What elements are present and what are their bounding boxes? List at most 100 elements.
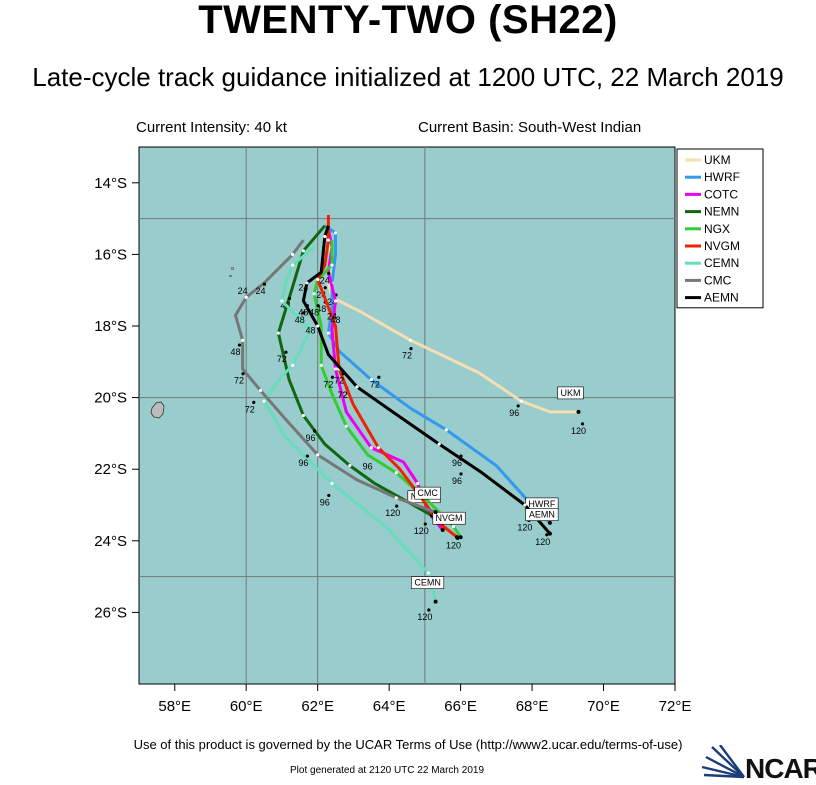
- ncar-logo-text: NCAR: [745, 753, 816, 784]
- legend-label-cmc: CMC: [704, 273, 732, 287]
- forecast-hour-label: 48: [230, 347, 240, 357]
- x-tick-label: 70°E: [587, 698, 620, 715]
- forecast-hour-label: 24: [327, 311, 337, 321]
- forecast-hour-dot: [459, 472, 463, 476]
- track-point: [316, 453, 320, 457]
- forecast-hour-label: 48: [316, 304, 326, 314]
- ncar-sunburst-icon: [701, 744, 745, 779]
- legend-label-aemn: AEMN: [704, 291, 739, 305]
- forecast-hour-dot: [262, 282, 267, 286]
- x-tick-label: 58°E: [158, 698, 191, 715]
- forecast-hour-dot: [237, 343, 242, 347]
- track-cemn: [262, 246, 438, 603]
- forecast-hour-dot: [302, 311, 306, 315]
- forecast-hour-dot: [330, 375, 334, 379]
- track-point: [316, 277, 320, 282]
- current-intensity: Current Intensity: 40 kt: [136, 119, 287, 136]
- track-point: [369, 446, 373, 450]
- track-nvgm: [316, 215, 458, 539]
- track-end-label-box: [432, 511, 466, 525]
- track-point: [437, 442, 441, 446]
- y-tick-label: 20°S: [94, 390, 127, 407]
- chart-subtitle: Late-cycle track guidance initialized at…: [32, 62, 784, 92]
- forecast-hour-label: 72: [277, 354, 287, 364]
- legend-label-nvgm: NVGM: [704, 239, 740, 253]
- islet-1: [230, 266, 235, 271]
- track-end-label-box: [411, 576, 445, 589]
- chart-title: TWENTY-TWO (SH22): [198, 0, 618, 42]
- track-point: [416, 481, 420, 486]
- track-point: [280, 299, 284, 303]
- x-tick-label: 62°E: [301, 698, 334, 715]
- track-end-label-box: [414, 486, 441, 500]
- forecast-hour-label: 120: [535, 537, 550, 547]
- forecast-hour-label: 96: [509, 408, 519, 418]
- forecast-hour-dot: [516, 404, 520, 408]
- forecast-hour-label: 48: [306, 326, 316, 336]
- forecast-hour-label: 96: [452, 476, 462, 486]
- x-tick-label: 60°E: [230, 698, 263, 715]
- track-ukm: [326, 236, 579, 414]
- forecast-hour-label: 96: [306, 433, 316, 443]
- y-tick-label: 18°S: [94, 318, 127, 335]
- legend-label-cemn: CEMN: [704, 256, 739, 270]
- track-point: [333, 299, 338, 303]
- track-point: [333, 367, 338, 371]
- forecast-hour-dot: [423, 522, 427, 526]
- track-end-label-box: [557, 386, 584, 400]
- forecast-hour-dot: [455, 536, 460, 540]
- forecast-hour-label: 72: [323, 379, 333, 389]
- forecast-hour-dot: [377, 375, 381, 379]
- track-point: [326, 238, 330, 242]
- track-point: [394, 471, 398, 475]
- y-tick-label: 22°S: [94, 461, 127, 478]
- track-point: [426, 571, 431, 575]
- forecast-hour-dot: [327, 271, 331, 276]
- forecast-hour-dot: [252, 400, 256, 404]
- forecast-hour-label: 24: [298, 283, 308, 293]
- track-point: [451, 524, 456, 529]
- legend-label-nemn: NEMN: [704, 205, 739, 219]
- x-tick-label: 64°E: [373, 698, 406, 715]
- y-tick-label: 14°S: [94, 175, 127, 192]
- forecast-hour-label: 96: [452, 458, 462, 468]
- forecast-hour-dot: [409, 347, 413, 351]
- track-end-dot: [440, 528, 445, 533]
- track-point: [355, 385, 359, 389]
- track-end-label: CEMN: [414, 578, 441, 588]
- track-point: [326, 331, 330, 335]
- ocean-background: [138, 146, 676, 685]
- track-point: [291, 252, 295, 256]
- track-point: [262, 399, 266, 403]
- forecast-hour-dot: [327, 493, 331, 498]
- forecast-hour-dot: [545, 533, 549, 537]
- forecast-hour-label: 72: [402, 351, 412, 361]
- track-end-label: AEMN: [529, 510, 555, 520]
- track-point: [301, 249, 305, 253]
- x-tick-label: 68°E: [516, 698, 549, 715]
- track-point: [244, 295, 248, 299]
- track-point: [301, 413, 305, 418]
- legend-label-ngx: NGX: [704, 222, 730, 236]
- track-point: [319, 363, 323, 367]
- forecast-hour-label: 72: [338, 390, 348, 400]
- islet-2: [228, 274, 233, 278]
- forecast-hour-dot: [316, 304, 320, 308]
- track-end-label: NVGM: [436, 513, 463, 523]
- track-end-dot: [547, 520, 552, 525]
- track-end-dot: [433, 599, 438, 604]
- ncar-logo: NCAR: [700, 744, 816, 784]
- track-point: [376, 446, 381, 450]
- track-end-label: UKM: [561, 388, 581, 398]
- forecast-hour-label: 72: [234, 376, 244, 386]
- track-point: [394, 496, 398, 500]
- x-tick-label: 72°E: [659, 698, 692, 715]
- track-point: [519, 399, 523, 403]
- forecast-hour-dot: [323, 286, 327, 290]
- track-end-label: HWRF: [528, 499, 555, 509]
- x-tick-label: 66°E: [444, 698, 477, 715]
- forecast-hour-dot: [427, 608, 431, 612]
- forecast-hour-label: 24: [238, 286, 248, 296]
- forecast-hour-dot: [580, 422, 585, 426]
